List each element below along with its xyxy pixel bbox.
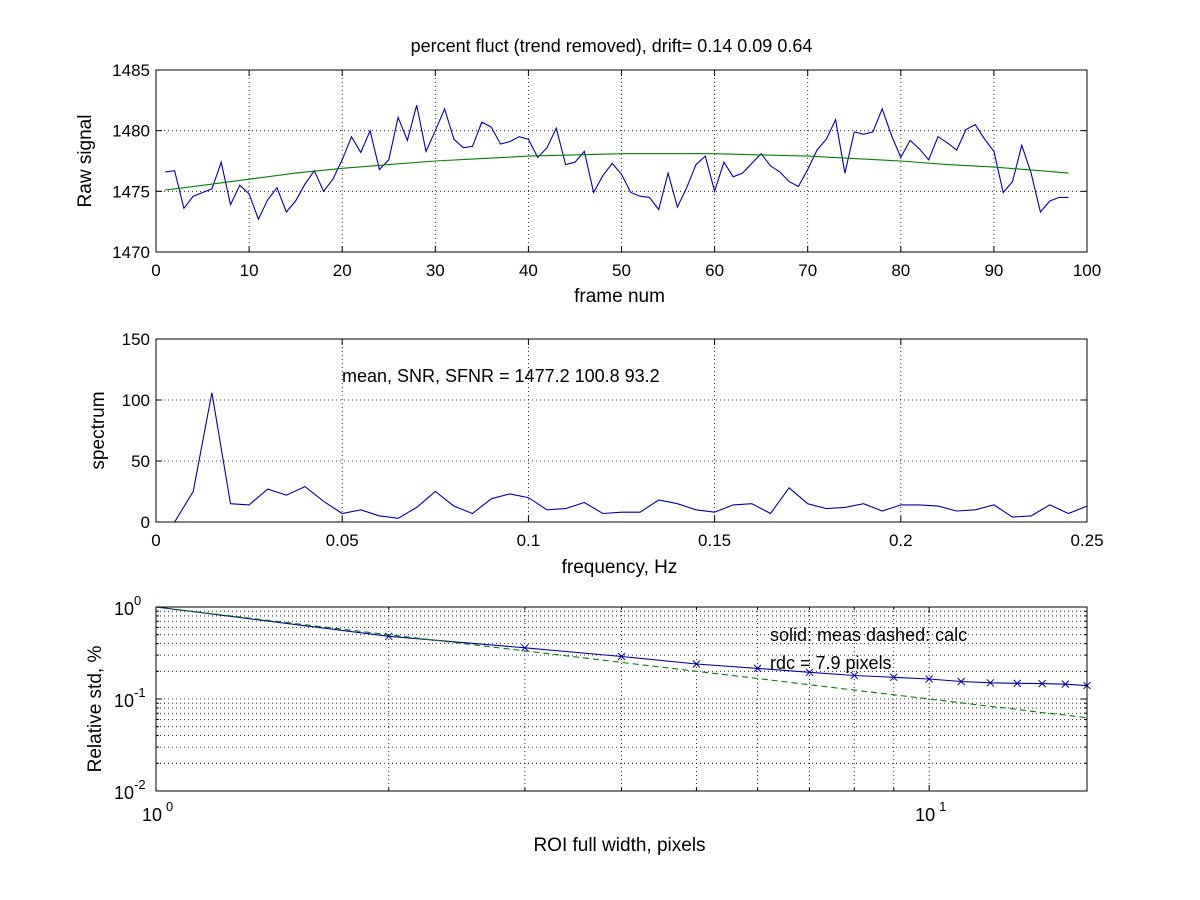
- raw-signal-line: [165, 105, 1069, 221]
- x-tick-label: 50: [612, 261, 631, 280]
- x-tick-label: 10: [240, 261, 259, 280]
- y-tick-label: 10: [114, 599, 134, 619]
- x-tick-label: 0.15: [698, 531, 731, 550]
- x-tick-label: 40: [519, 261, 538, 280]
- x-tick-label: 20: [333, 261, 352, 280]
- x-tick-label: 80: [891, 261, 910, 280]
- rdc-annotation: rdc = 7.9 pixels: [770, 653, 892, 673]
- y-axis-label: Relative std, %: [85, 646, 106, 773]
- axes-frame: [155, 69, 1088, 253]
- measured-point-marker: [986, 678, 995, 687]
- y-tick-label: 10: [114, 783, 134, 803]
- x-tick-label: 0: [151, 261, 160, 280]
- measured-point-marker: [521, 643, 529, 652]
- x-tick-label: 10: [915, 805, 935, 825]
- y-tick-exponent: -1: [134, 685, 146, 700]
- x-tick-label: 70: [798, 261, 817, 280]
- measured-point-marker: [925, 675, 934, 683]
- measured-point-marker: [1061, 680, 1070, 689]
- y-axis-label: Raw signal: [75, 115, 96, 208]
- measured-point-marker: [957, 677, 966, 686]
- measured-point-marker: [753, 664, 762, 673]
- x-axis-label: frequency, Hz: [562, 557, 678, 578]
- measured-point-marker: [850, 671, 859, 680]
- y-tick-label: 100: [122, 391, 150, 410]
- y-tick-label: 1480: [112, 122, 150, 141]
- x-axis-label: ROI full width, pixels: [533, 835, 705, 856]
- chart-title: percent fluct (trend removed), drift= 0.…: [411, 36, 813, 56]
- y-axis-label: spectrum: [88, 391, 109, 469]
- measured-point-marker: [1038, 679, 1047, 688]
- raw-signal-panel: 0 10 20 30 40 50 60 70 80 90 100 1470 1475 1480 1485 pe…: [75, 36, 1101, 307]
- x-tick-exponent: 0: [166, 799, 173, 814]
- x-tick-label: 30: [426, 261, 445, 280]
- axes-frame: [155, 338, 1088, 523]
- calculated-std-line: [155, 606, 1088, 719]
- spectrum-line: [174, 392, 1088, 523]
- y-tick-exponent: -2: [134, 777, 146, 792]
- y-tick-label: 150: [122, 330, 150, 349]
- x-tick-exponent: 1: [939, 799, 946, 814]
- x-tick-label: 0: [151, 531, 160, 550]
- y-tick-label: 1485: [112, 61, 150, 80]
- measured-point-marker: [805, 668, 814, 677]
- snr-annotation: mean, SNR, SFNR = 1477.2 100.8 93.2: [342, 366, 660, 386]
- y-tick-label: 1470: [112, 243, 150, 262]
- spectrum-panel: 0 0.05 0.1 0.15 0.2 0.25 0 50 100 150 mean, SNR, S…: [88, 330, 1104, 578]
- x-tick-label: 0.05: [326, 531, 359, 550]
- x-tick-label: 10: [142, 805, 162, 825]
- x-tick-label: 0.1: [517, 531, 541, 550]
- x-tick-label: 0.25: [1070, 531, 1103, 550]
- x-tick-label: 0.2: [889, 531, 913, 550]
- measured-point-marker: [692, 660, 701, 668]
- measured-std-line: [155, 606, 1088, 687]
- measured-point-marker: [617, 652, 626, 661]
- y-tick-label: 50: [131, 452, 150, 471]
- measured-point-marker: [889, 673, 898, 682]
- y-tick-exponent: 0: [134, 593, 141, 608]
- measured-point-marker: [1013, 679, 1022, 688]
- y-tick-label: 10: [114, 691, 134, 711]
- x-tick-label: 100: [1073, 261, 1101, 280]
- y-tick-label: 0: [141, 513, 150, 532]
- x-tick-label: 90: [984, 261, 1003, 280]
- legend-annotation: solid: meas dashed: calc: [770, 625, 967, 645]
- axes-frame: [155, 606, 1088, 792]
- x-tick-label: 60: [705, 261, 724, 280]
- y-tick-label: 1475: [112, 182, 150, 201]
- plot-area: [156, 70, 1087, 252]
- x-axis-label: frame num: [574, 286, 665, 307]
- trend-fit-line: [165, 153, 1069, 191]
